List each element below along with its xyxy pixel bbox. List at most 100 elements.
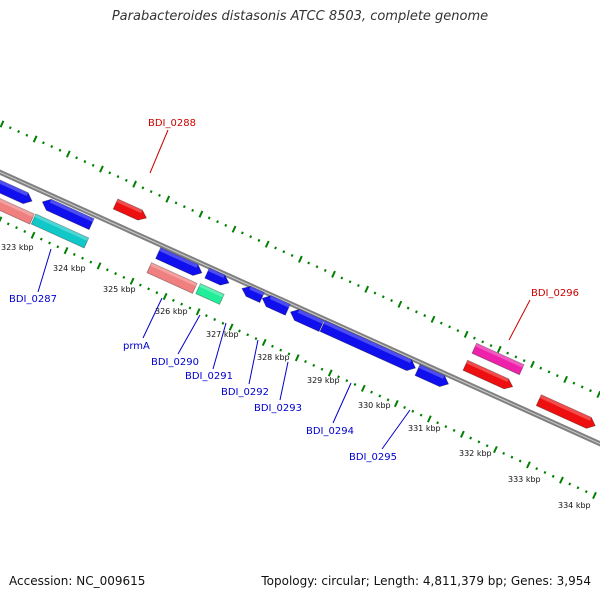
map-title: Parabacteroides distasonis ATCC 8503, co…: [111, 9, 489, 24]
upper-track-dot: [530, 360, 535, 368]
lower-track-dot: [72, 252, 76, 256]
upper-track-dot: [430, 315, 436, 323]
lower-track-dot: [411, 409, 415, 413]
upper-track-dot: [141, 186, 145, 190]
gene-label-gprmA: prmA: [123, 341, 150, 352]
gene-label-g0291: BDI_0291: [185, 371, 233, 382]
leader-g0294: [332, 382, 352, 424]
leader-g0293: [279, 361, 289, 401]
gene-bdi-0294-shine: [323, 320, 412, 363]
gene-bdi-0292: [261, 295, 291, 316]
upper-track-dot: [563, 375, 568, 384]
gene-pink-left: [0, 198, 35, 225]
gene-bdi-0296-magenta-shine: [475, 343, 524, 368]
kbp-label: 333 kbp: [508, 475, 541, 484]
gene-bdi-0291: [241, 285, 265, 304]
leader-g0296: [508, 299, 531, 341]
upper-track-dot: [481, 340, 485, 344]
lower-track-dot: [287, 352, 291, 356]
lower-track-dot: [337, 375, 340, 379]
accession-text: Accession: NC_009615: [9, 574, 146, 588]
kbp-label: 329 kbp: [307, 376, 340, 385]
lower-track-dot: [568, 482, 572, 486]
gene-bdi-0287-blue-shine: [49, 199, 95, 222]
lower-track-dot: [279, 348, 283, 352]
lower-track-dot: [15, 226, 18, 230]
upper-track-dot: [439, 321, 443, 325]
upper-track-dot: [58, 148, 62, 152]
gene-bdi-0292-shape: [261, 295, 291, 316]
upper-track-dot: [99, 165, 104, 173]
upper-track-dot: [315, 265, 319, 269]
upper-track-dot: [174, 201, 178, 205]
lower-track-dot: [304, 360, 307, 364]
upper-track-dot: [231, 225, 237, 233]
gene-bdi-0287-cyan-shape: [30, 213, 90, 249]
lower-track-dot: [559, 476, 564, 484]
upper-track-dot: [456, 329, 460, 333]
lower-track-dot: [477, 440, 481, 444]
lower-track-dot: [96, 262, 102, 270]
upper-track-dot: [91, 163, 95, 167]
upper-track-dot: [240, 231, 244, 235]
upper-track-dot: [448, 325, 451, 329]
lower-track-dot: [81, 256, 84, 260]
lower-track-dot: [129, 277, 135, 285]
lower-track-dot: [551, 474, 555, 478]
backbone-highlight: [0, 171, 600, 445]
lower-track-dot: [535, 467, 539, 471]
lower-track-dot: [469, 436, 473, 440]
gene-label-g0296: BDI_0296: [531, 288, 579, 299]
gene-pink-left-shine: [0, 198, 35, 218]
gene-label-g0295: BDI_0295: [349, 452, 397, 463]
upper-track-dot: [191, 208, 195, 212]
kbp-label: 330 kbp: [358, 401, 391, 410]
leader-g0291: [212, 322, 227, 370]
upper-track-dot: [257, 238, 261, 242]
lower-track-dot: [320, 367, 324, 371]
lower-track-dot: [460, 430, 465, 438]
gene-bdi-0295: [414, 363, 450, 388]
upper-track-dot: [8, 126, 12, 130]
dotted-guides: [0, 120, 600, 500]
upper-track-dot: [65, 150, 71, 158]
gene-label-g0290: BDI_0290: [151, 357, 199, 368]
gene-bdi-0291-shape: [241, 285, 265, 304]
gene-bdi-0295-shine: [418, 364, 445, 379]
gene-bdi-0294: [319, 319, 417, 372]
leader-g0295: [381, 409, 411, 450]
lower-track-dot: [221, 321, 225, 325]
leader-g0292: [248, 339, 259, 385]
gene-bdi-0288-shine: [116, 198, 143, 214]
upper-track-dot: [83, 160, 87, 164]
upper-track-dot: [522, 359, 526, 363]
gene-bdi-0296-magenta-shape: [471, 342, 525, 376]
upper-track-dot: [463, 330, 469, 338]
gene-label-g0294: BDI_0294: [306, 426, 354, 437]
lower-track-dot: [312, 363, 316, 367]
kbp-label: 328 kbp: [257, 353, 290, 362]
lower-track-dot: [426, 415, 432, 423]
gene-bdi-0289-blue: [155, 247, 203, 276]
lower-track-dot: [518, 459, 522, 463]
lower-track-dot: [294, 354, 300, 362]
lower-track-dot: [261, 338, 267, 347]
gene-prmA-shape: [146, 262, 198, 294]
lower-track-dot: [327, 369, 333, 377]
gene-bdi-0287-blue-shape: [41, 198, 95, 231]
leader-g0288: [149, 129, 169, 174]
upper-track-dot: [307, 261, 311, 265]
upper-track-dot: [406, 306, 410, 310]
upper-track-dot: [0, 120, 5, 128]
genome-backbone: [0, 169, 600, 447]
gene-blue-left: [0, 179, 33, 205]
gene-bdi-0290-green-shape: [195, 283, 225, 305]
gene-bdi-0290-green-shine: [199, 283, 225, 298]
lower-track-dot: [436, 421, 440, 425]
lower-track-dot: [502, 451, 506, 455]
gene-bdi-0288: [112, 198, 148, 221]
upper-track-dot: [506, 351, 510, 355]
